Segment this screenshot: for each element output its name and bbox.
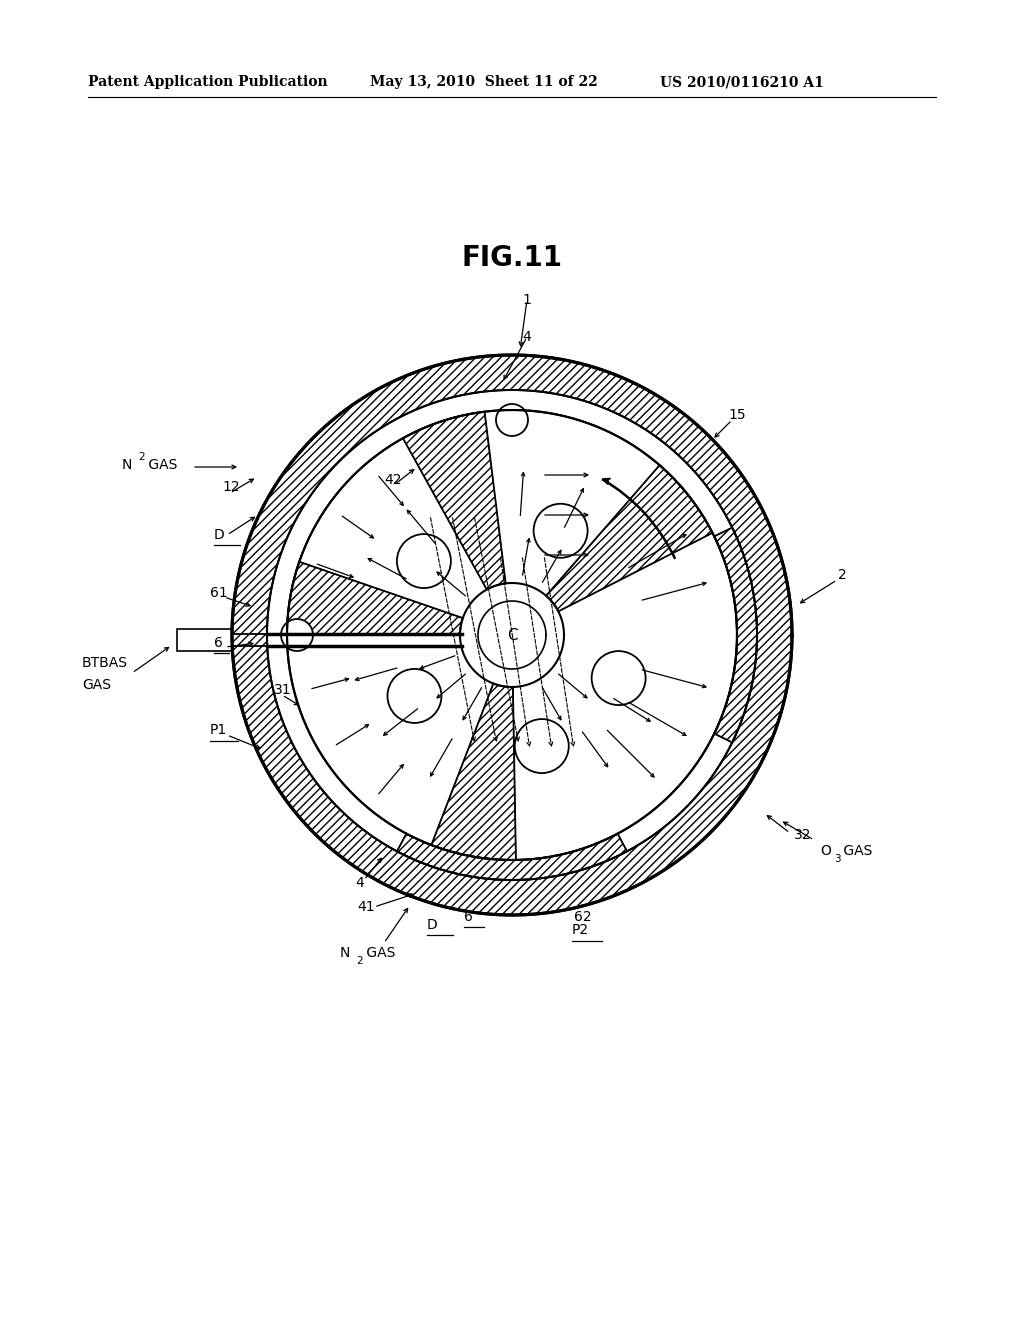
Text: 6: 6 xyxy=(214,636,223,649)
Text: 12: 12 xyxy=(222,480,240,494)
Text: GAS: GAS xyxy=(362,946,395,960)
Circle shape xyxy=(281,619,313,651)
Text: N: N xyxy=(340,946,350,960)
Text: 2: 2 xyxy=(138,451,144,462)
Text: 2: 2 xyxy=(356,956,362,966)
Circle shape xyxy=(397,535,451,589)
Text: 1: 1 xyxy=(522,293,531,308)
Text: 42: 42 xyxy=(384,473,401,487)
Text: BTBAS: BTBAS xyxy=(82,656,128,671)
Text: 6: 6 xyxy=(464,909,473,924)
Text: GAS: GAS xyxy=(839,843,872,858)
Text: 62: 62 xyxy=(574,909,592,924)
Text: 4: 4 xyxy=(522,330,531,345)
Text: C: C xyxy=(507,627,517,643)
Polygon shape xyxy=(287,562,463,647)
Text: May 13, 2010  Sheet 11 of 22: May 13, 2010 Sheet 11 of 22 xyxy=(370,75,598,88)
Text: Patent Application Publication: Patent Application Publication xyxy=(88,75,328,88)
Text: 2: 2 xyxy=(838,568,847,582)
Text: FIG.11: FIG.11 xyxy=(462,244,562,272)
Text: GAS: GAS xyxy=(144,458,177,473)
Text: 4: 4 xyxy=(355,876,364,890)
Text: 61: 61 xyxy=(210,586,227,601)
Bar xyxy=(267,634,462,645)
Polygon shape xyxy=(714,528,757,742)
Polygon shape xyxy=(402,412,506,590)
Polygon shape xyxy=(397,834,627,880)
Polygon shape xyxy=(431,684,516,861)
Bar xyxy=(177,630,232,651)
Text: 31: 31 xyxy=(274,682,292,697)
Text: 3: 3 xyxy=(834,854,841,865)
Text: 41: 41 xyxy=(357,900,375,913)
Text: P1: P1 xyxy=(210,723,227,737)
Circle shape xyxy=(496,404,528,436)
Text: US 2010/0116210 A1: US 2010/0116210 A1 xyxy=(660,75,824,88)
Polygon shape xyxy=(546,465,713,611)
Text: 15: 15 xyxy=(728,408,745,422)
Circle shape xyxy=(534,504,588,558)
Circle shape xyxy=(387,669,441,723)
Circle shape xyxy=(515,719,568,774)
Text: D: D xyxy=(214,528,224,543)
Text: N: N xyxy=(122,458,132,473)
Text: D: D xyxy=(427,917,437,932)
Text: GAS: GAS xyxy=(82,678,111,692)
Text: O: O xyxy=(820,843,830,858)
Text: 32: 32 xyxy=(794,828,811,842)
Text: P2: P2 xyxy=(572,923,589,937)
Circle shape xyxy=(592,651,645,705)
